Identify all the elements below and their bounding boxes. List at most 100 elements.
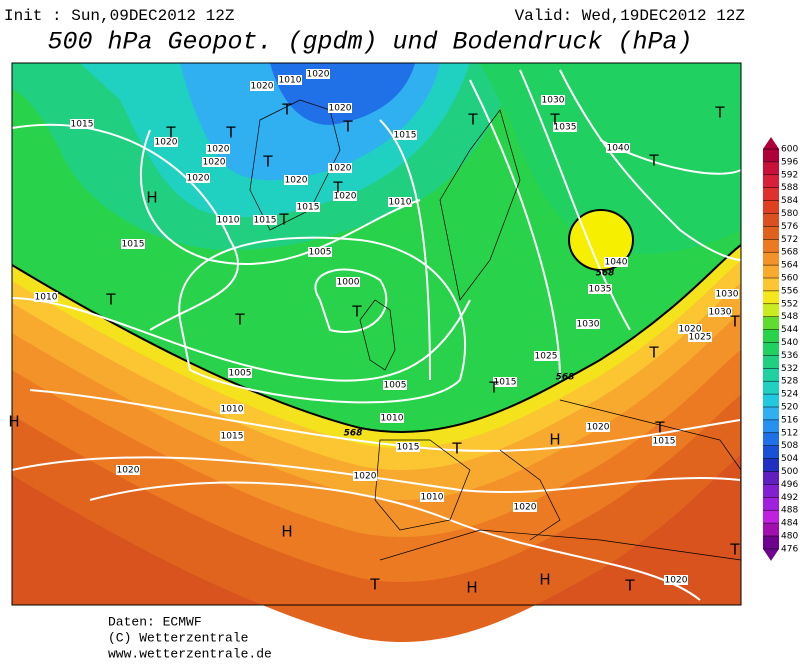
footer-url: www.wetterzentrale.de xyxy=(108,646,272,661)
isobar-label: 1015 xyxy=(653,437,676,447)
pressure-center: H xyxy=(549,431,560,449)
colorbar-cell xyxy=(763,484,779,498)
pressure-center: T xyxy=(648,344,659,362)
pressure-center: T xyxy=(234,311,245,329)
pressure-center: T xyxy=(351,303,362,321)
isobar-label-box xyxy=(154,137,178,147)
colorbar-cell xyxy=(763,497,779,511)
isobar-label-box xyxy=(253,215,277,225)
isobar-label: 1015 xyxy=(394,131,417,141)
isobar-label: 1020 xyxy=(334,192,357,202)
colorbar-cell xyxy=(763,355,779,369)
isobar xyxy=(89,481,701,601)
colorbar-label: 576 xyxy=(781,222,798,232)
colorbar-label: 596 xyxy=(781,157,798,167)
pressure-center: T xyxy=(714,104,725,122)
coastline xyxy=(559,399,742,471)
colorbar-cell xyxy=(763,303,779,317)
isobar xyxy=(11,456,741,493)
isobar-label: 1005 xyxy=(229,369,252,379)
isobar-label: 1010 xyxy=(217,216,240,226)
colorbar-label: 580 xyxy=(781,209,798,219)
colorbar-label: 520 xyxy=(781,403,798,413)
init-time: Init : Sun,09DEC2012 12Z xyxy=(4,7,235,25)
isobar-label: 1015 xyxy=(297,203,320,213)
colorbar-cell xyxy=(763,213,779,227)
isobar-label-box xyxy=(715,289,739,299)
isobar-label: 1015 xyxy=(71,120,94,130)
isobar-label: 1010 xyxy=(421,493,444,503)
band xyxy=(480,63,741,254)
contour-label: 568 xyxy=(596,269,615,279)
isobar-label: 1010 xyxy=(381,414,404,424)
isobar-label-box xyxy=(383,380,407,390)
isobar-label-box xyxy=(388,197,412,207)
colorbar-label: 564 xyxy=(781,261,798,271)
colorbar-label: 488 xyxy=(781,506,798,516)
isobar-label-box xyxy=(353,471,377,481)
isobar-label-box xyxy=(186,173,210,183)
isobar-label-box xyxy=(306,69,330,79)
pressure-center: T xyxy=(451,440,462,458)
colorbar-cell xyxy=(763,200,779,214)
pressure-center: T xyxy=(281,101,292,119)
colorbar-cell xyxy=(763,278,779,292)
pressure-center: H xyxy=(539,571,550,589)
colorbar-cell xyxy=(763,471,779,485)
pressure-center: T xyxy=(467,111,478,129)
isobar-label-box xyxy=(553,122,577,132)
isobar-label: 1030 xyxy=(709,308,732,318)
colorbar-label: 512 xyxy=(781,428,798,438)
colorbar-cell xyxy=(763,536,779,550)
colorbar-cell xyxy=(763,342,779,356)
isobar-label-box xyxy=(513,502,537,512)
isobar xyxy=(314,268,388,333)
isobar-label: 1030 xyxy=(716,290,739,300)
pressure-center: T xyxy=(729,313,740,331)
coastline xyxy=(359,299,396,371)
isobar-label-box xyxy=(604,257,628,267)
colorbar-cell xyxy=(763,149,779,163)
isobar-label-box xyxy=(534,351,558,361)
isobar-label: 1035 xyxy=(589,285,612,295)
pressure-center: T xyxy=(165,124,176,142)
isobar-label-box xyxy=(333,191,357,201)
isobar-label: 1020 xyxy=(251,82,274,92)
colorbar-cell xyxy=(763,187,779,201)
colorbar-label: 588 xyxy=(781,183,798,193)
colorbar-cell xyxy=(763,510,779,524)
isobar-label: 1010 xyxy=(279,76,302,86)
colorbar-cell xyxy=(763,407,779,421)
isobar-label: 1020 xyxy=(187,174,210,184)
isobar-label-box xyxy=(576,319,600,329)
footer-source: Daten: ECMWF xyxy=(108,614,202,629)
pressure-center: T xyxy=(342,118,353,136)
pressure-center: T xyxy=(262,153,273,171)
isobar-label: 1015 xyxy=(494,378,517,388)
isobar-label: 1040 xyxy=(607,144,630,154)
colorbar-label: 500 xyxy=(781,467,798,477)
pressure-center: T xyxy=(332,179,343,197)
isobar-label-box xyxy=(121,239,145,249)
isobar-label-box xyxy=(652,436,676,446)
isobar-label-box xyxy=(202,157,226,167)
colorbar-label: 492 xyxy=(781,493,798,503)
colorbar-label: 600 xyxy=(781,145,798,155)
isobar xyxy=(559,69,742,261)
isobar-label-box xyxy=(606,143,630,153)
isobar-label-box xyxy=(336,277,360,287)
valid-time: Valid: Wed,19DEC2012 12Z xyxy=(515,7,746,25)
isobar-label-box xyxy=(216,215,240,225)
coastline xyxy=(249,99,341,231)
isobar xyxy=(11,123,239,331)
isobar-label: 1020 xyxy=(307,70,330,80)
colorbar-label: 484 xyxy=(781,519,798,529)
isobar-label-box xyxy=(586,422,610,432)
isobar-label-box xyxy=(116,465,140,475)
isobar-label-box xyxy=(678,324,702,334)
pressure-center: T xyxy=(624,577,635,595)
isobar-label: 1020 xyxy=(203,158,226,168)
coastline xyxy=(499,449,561,541)
isobar-label: 1020 xyxy=(329,164,352,174)
isobar-label: 1020 xyxy=(679,325,702,335)
